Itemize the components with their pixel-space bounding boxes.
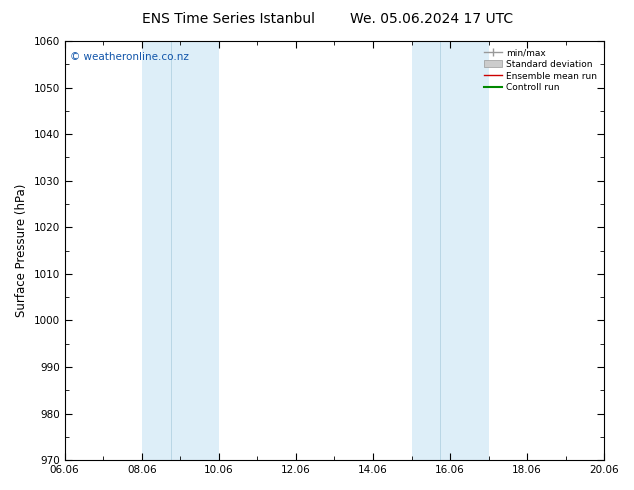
Text: We. 05.06.2024 17 UTC: We. 05.06.2024 17 UTC <box>349 12 513 26</box>
Bar <box>411 41 441 460</box>
Y-axis label: Surface Pressure (hPa): Surface Pressure (hPa) <box>15 184 28 318</box>
Text: © weatheronline.co.nz: © weatheronline.co.nz <box>70 51 189 62</box>
Bar <box>142 41 171 460</box>
Bar <box>171 41 219 460</box>
Bar <box>441 41 489 460</box>
Text: ENS Time Series Istanbul: ENS Time Series Istanbul <box>142 12 314 26</box>
Legend: min/max, Standard deviation, Ensemble mean run, Controll run: min/max, Standard deviation, Ensemble me… <box>482 46 600 95</box>
